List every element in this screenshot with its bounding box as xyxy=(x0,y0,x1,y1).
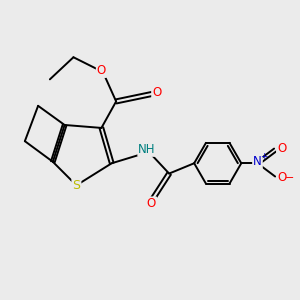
Text: N: N xyxy=(253,155,262,168)
Text: S: S xyxy=(72,179,80,192)
Text: NH: NH xyxy=(138,143,156,156)
Text: O: O xyxy=(147,197,156,210)
Text: O: O xyxy=(97,64,106,77)
Text: +: + xyxy=(260,152,268,161)
Text: O: O xyxy=(277,142,286,155)
Text: −: − xyxy=(285,173,295,183)
Text: O: O xyxy=(152,86,161,99)
Text: O: O xyxy=(277,172,286,184)
